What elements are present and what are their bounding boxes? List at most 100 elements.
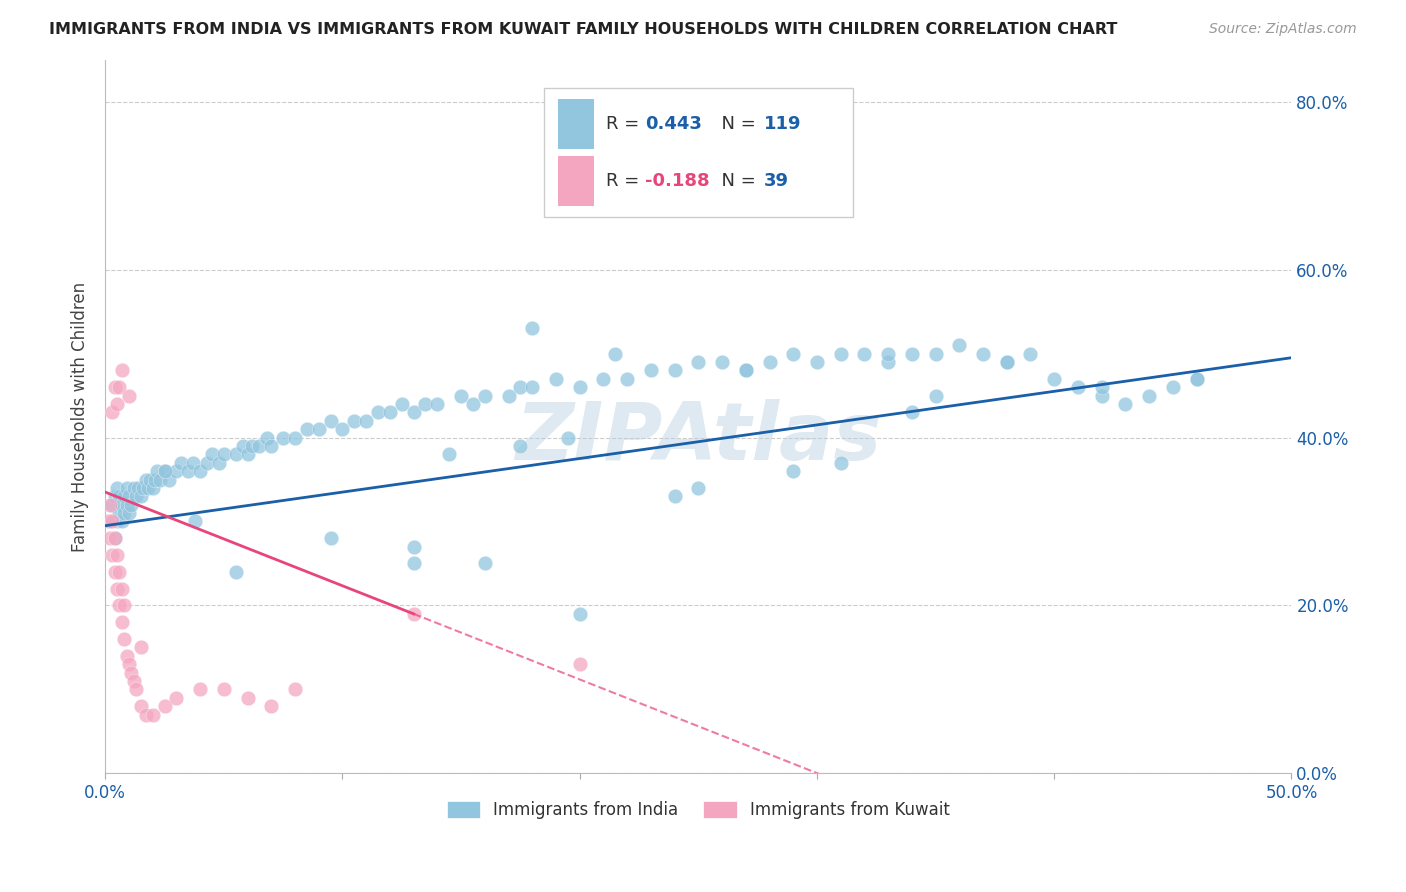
Point [105,481,128,495]
Point [112,489,135,503]
Point [149,473,172,487]
Point [98,498,121,512]
Point [284,430,307,444]
Point [184,515,207,529]
Point [402,607,425,621]
Point [461,397,484,411]
Point [112,632,135,646]
Point [378,405,401,419]
FancyBboxPatch shape [544,88,852,217]
Text: R =: R = [606,171,645,190]
Point [118,388,141,402]
Text: ZIPAtlas: ZIPAtlas [515,399,882,477]
Y-axis label: Family Households with Children: Family Households with Children [72,282,89,551]
Point [1114,397,1136,411]
Point [236,690,259,705]
Point [153,464,176,478]
Point [806,355,828,369]
Point [758,355,780,369]
Point [135,473,157,487]
Text: -0.188: -0.188 [645,171,710,190]
Point [734,363,756,377]
Point [240,439,263,453]
Point [101,498,124,512]
Point [295,422,318,436]
Point [640,363,662,377]
Point [105,582,128,596]
Point [153,464,176,478]
Point [522,380,544,394]
Point [108,380,131,394]
Point [105,397,128,411]
Point [142,707,165,722]
Point [616,372,638,386]
Point [142,481,165,495]
Point [104,380,127,394]
Point [734,363,756,377]
Point [111,498,134,512]
Point [232,439,254,453]
Text: R =: R = [606,115,645,133]
Text: 119: 119 [763,115,801,133]
Text: N =: N = [710,171,762,190]
Point [568,380,591,394]
Point [664,489,686,503]
Point [498,388,520,402]
Point [132,481,155,495]
Point [924,346,946,360]
Point [284,682,307,697]
Point [995,355,1018,369]
Point [711,355,734,369]
Point [101,515,124,529]
Point [1161,380,1184,394]
Point [188,464,211,478]
Point [153,699,176,714]
Point [509,380,531,394]
Point [212,447,235,461]
Point [830,346,852,360]
Legend: Immigrants from India, Immigrants from Kuwait: Immigrants from India, Immigrants from K… [440,794,956,826]
Point [165,690,187,705]
Point [402,540,425,554]
Point [557,430,579,444]
Point [101,548,124,562]
Point [104,531,127,545]
Point [143,473,166,487]
Point [439,447,461,461]
Point [877,355,900,369]
Point [260,439,283,453]
Point [236,447,259,461]
Point [332,422,354,436]
Point [1091,380,1114,394]
Point [568,607,591,621]
Text: IMMIGRANTS FROM INDIA VS IMMIGRANTS FROM KUWAIT FAMILY HOUSEHOLDS WITH CHILDREN : IMMIGRANTS FROM INDIA VS IMMIGRANTS FROM… [49,22,1118,37]
Point [853,346,876,360]
Point [105,515,128,529]
Point [157,473,180,487]
Point [120,665,142,680]
Point [108,506,131,520]
Point [129,699,152,714]
Text: N =: N = [710,115,762,133]
Point [208,456,231,470]
Point [995,355,1018,369]
Point [181,456,204,470]
Point [343,414,366,428]
Point [108,489,131,503]
Point [1067,380,1090,394]
Point [568,657,591,672]
Point [212,682,235,697]
Point [118,506,141,520]
Point [146,464,169,478]
Bar [558,99,593,149]
Text: Source: ZipAtlas.com: Source: ZipAtlas.com [1209,22,1357,37]
Point [402,405,425,419]
Point [877,346,900,360]
Point [319,414,342,428]
Point [688,481,710,495]
Point [1185,372,1208,386]
Point [1091,388,1114,402]
Point [139,473,162,487]
Point [111,363,134,377]
Point [249,439,271,453]
